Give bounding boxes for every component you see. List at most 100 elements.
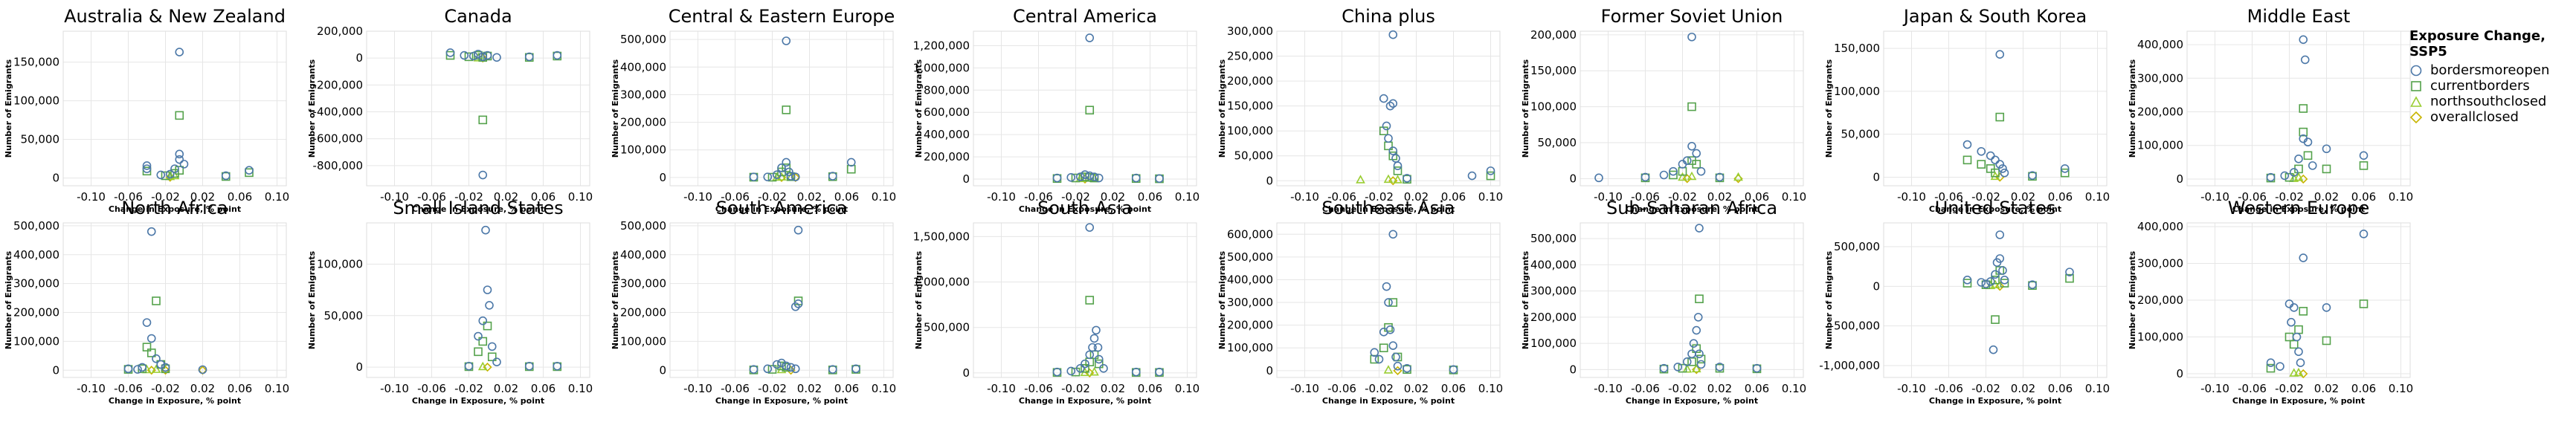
point-currentborders: [464, 52, 474, 62]
point-currentborders: [2303, 151, 2313, 160]
y-tick-label: 200,000: [317, 25, 363, 38]
x-tick-label: -0.02: [1971, 382, 2000, 395]
x-tick-label: -0.10: [1897, 382, 1926, 395]
plot-frame: [62, 222, 287, 378]
y-tick-label: 150,000: [1530, 64, 1577, 77]
y-tick-label: 50,000: [1234, 149, 1274, 163]
point-bordersmoreopen: [2294, 347, 2303, 357]
x-tick-label: -0.10: [683, 190, 712, 204]
point-currentborders: [1692, 160, 1701, 169]
panel-central-eastern-europe: Central & Eastern Europe 0 100,000 200,000 3…: [611, 6, 896, 214]
x-axis-label: Change in Exposure, % point: [1019, 396, 1151, 406]
point-bordersmoreopen: [2000, 168, 2009, 178]
y-tick-label: 0: [52, 363, 59, 377]
x-tick-label: -0.06: [417, 382, 446, 395]
legend-symbol-circle: [2410, 65, 2422, 76]
y-tick-label: 50,000: [1841, 128, 1881, 141]
point-bordersmoreopen: [2296, 358, 2305, 367]
point-bordersmoreopen: [1715, 172, 1725, 182]
point-bordersmoreopen: [782, 361, 791, 371]
point-currentborders: [1393, 166, 1403, 175]
point-bordersmoreopen: [2060, 164, 2070, 173]
point-bordersmoreopen: [1052, 367, 1062, 377]
y-tick-label: 400,000: [13, 248, 59, 262]
point-bordersmoreopen: [221, 171, 231, 181]
point-bordersmoreopen: [1695, 224, 1704, 233]
point-bordersmoreopen: [1089, 334, 1099, 343]
point-bordersmoreopen: [2308, 161, 2317, 170]
x-tick-label: 0.10: [1478, 382, 1503, 395]
x-tick-label: 0.06: [2048, 382, 2073, 395]
point-bordersmoreopen: [146, 227, 156, 236]
point-bordersmoreopen: [1715, 363, 1725, 372]
panel-title: Japan & South Korea: [1902, 6, 2087, 27]
x-tick-label: 0.02: [797, 190, 822, 204]
y-axis-label: Number of Emigrants: [611, 250, 620, 349]
point-bordersmoreopen: [1391, 352, 1400, 362]
y-tick-label: 100,000: [2137, 139, 2183, 152]
point-currentborders: [1687, 102, 1696, 111]
y-tick-label: 500,000: [13, 219, 59, 233]
x-tick-label: -0.02: [2275, 190, 2304, 204]
point-bordersmoreopen: [2303, 137, 2313, 147]
point-bordersmoreopen: [785, 167, 793, 177]
x-tick-label: -0.06: [114, 382, 143, 395]
point-currentborders: [245, 168, 254, 178]
x-tick-label: 0.10: [872, 190, 896, 204]
panel-central-america: Central America 0 200,000 400,000 600,000 800…: [913, 6, 1200, 214]
legend-label: overallclosed: [2430, 109, 2519, 125]
x-tick-label: 0.06: [531, 190, 556, 204]
x-tick-label: -0.06: [2238, 382, 2267, 395]
point-bordersmoreopen: [1689, 339, 1698, 348]
point-bordersmoreopen: [2028, 171, 2037, 180]
x-tick-label: -0.10: [1897, 190, 1926, 204]
point-currentborders: [1388, 298, 1398, 307]
chart-legend: Exposure Change, SSP5 bordersmoreopen cu…: [2409, 28, 2576, 125]
x-tick-label: -0.06: [417, 190, 446, 204]
point-bordersmoreopen: [485, 301, 494, 310]
point-bordersmoreopen: [1673, 363, 1683, 372]
y-axis-label: Number of Emigrants: [914, 250, 924, 349]
point-bordersmoreopen: [175, 48, 184, 56]
point-bordersmoreopen: [1403, 174, 1411, 183]
point-bordersmoreopen: [1085, 223, 1095, 232]
x-tick-label: -0.06: [721, 382, 750, 395]
plot-frame: [1580, 222, 1804, 378]
x-axis-label: Change in Exposure, % point: [715, 204, 848, 214]
x-tick-label: -0.02: [454, 190, 483, 204]
panel-title: Australia & New Zealand: [64, 6, 286, 27]
x-tick-label: -0.02: [2275, 382, 2304, 395]
x-tick-label: 0.02: [2011, 190, 2035, 204]
y-tick-label: 100,000: [620, 143, 666, 157]
panel-title: Former Soviet Union: [1601, 6, 1783, 27]
y-tick-label: 400,000: [620, 248, 666, 262]
x-tick-label: 0.10: [1782, 382, 1806, 395]
plot-frame: [2186, 222, 2411, 378]
x-axis-label: Change in Exposure, % point: [715, 396, 848, 406]
x-tick-label: -0.02: [758, 190, 787, 204]
panel-canada: Canada -800,000 -600,000 -400,000 -200,000 0 2…: [307, 6, 593, 214]
x-tick-label: -0.06: [1327, 190, 1356, 204]
x-tick-label: 0.02: [1707, 190, 1732, 204]
y-tick-label: 200,000: [620, 306, 666, 319]
point-bordersmoreopen: [1962, 140, 1972, 149]
legend-symbol-diamond: [2409, 111, 2423, 123]
x-tick-label: -0.10: [1290, 190, 1319, 204]
panel-south-america: South America 0 100,000 200,000 300,000 400,0…: [611, 198, 896, 406]
y-tick-label: 300,000: [620, 277, 666, 291]
point-bordersmoreopen: [464, 361, 474, 371]
x-tick-label: 0.02: [190, 190, 215, 204]
point-currentborders: [2000, 279, 2009, 288]
panel-title: Western Europe: [2228, 198, 2369, 218]
point-bordersmoreopen: [478, 170, 488, 180]
point-bordersmoreopen: [1393, 161, 1403, 170]
legend-item-northsouthclosed: northsouthclosed: [2409, 94, 2576, 109]
point-northsouthclosed: [1733, 172, 1743, 181]
point-bordersmoreopen: [1692, 325, 1701, 335]
x-tick-label: 0.10: [1175, 190, 1200, 204]
point-bordersmoreopen: [2289, 168, 2299, 177]
plot-frame: [669, 30, 894, 186]
point-bordersmoreopen: [1449, 365, 1458, 374]
plot-frame: [1276, 30, 1501, 186]
